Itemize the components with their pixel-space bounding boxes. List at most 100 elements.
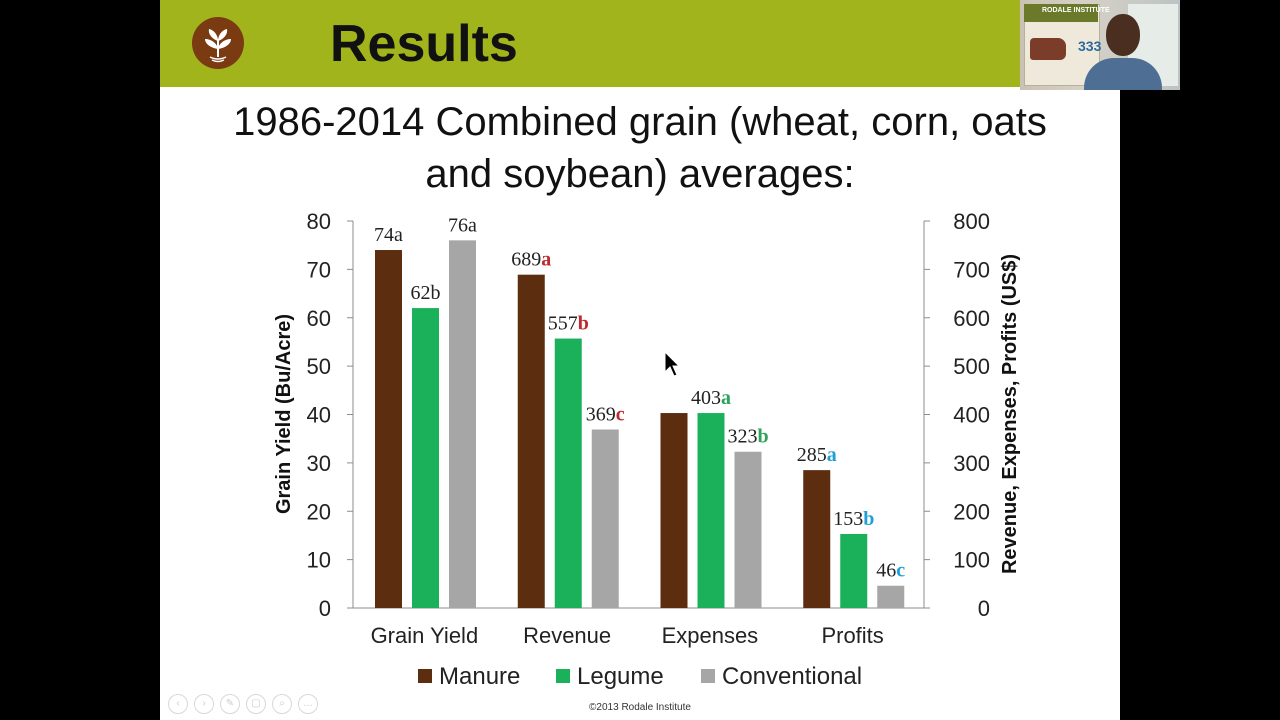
left-tick-label: 0	[319, 596, 331, 621]
significance-letter: b	[431, 282, 441, 304]
right-tick-label: 400	[953, 403, 990, 428]
slideshow-controls: ‹ › ✎ ▢ ⌕ …	[168, 694, 318, 714]
bar-legume	[554, 338, 582, 608]
subtitle-line-1: 1986-2014 Combined grain (wheat, corn, o…	[233, 100, 1047, 144]
presenter-body	[1084, 58, 1162, 90]
significance-letter: b	[578, 313, 589, 335]
bar-manure	[375, 250, 402, 608]
bar-value: 323	[727, 426, 757, 448]
left-tick-label: 30	[307, 451, 331, 476]
significance-letter: a	[827, 444, 837, 466]
bar-data-label: 403a	[691, 387, 731, 409]
bar-value: 285	[797, 444, 827, 466]
legend-swatch-legume	[556, 669, 570, 683]
bar-manure	[803, 470, 831, 608]
poster-number: 333	[1078, 38, 1102, 54]
previous-slide-icon[interactable]: ‹	[168, 694, 188, 714]
left-tick-label: 60	[307, 306, 331, 331]
slide-title: Results	[330, 15, 518, 73]
bar-conventional	[877, 585, 905, 608]
bar-conventional	[449, 240, 476, 608]
right-axis-title: Revenue, Expenses, Profits (US$)	[999, 254, 1021, 574]
bar-data-label: 557b	[548, 313, 589, 335]
sprout-icon	[205, 29, 231, 63]
us-map-graphic	[1030, 38, 1066, 60]
bar-legume	[840, 533, 868, 608]
category-label: Profits	[821, 623, 883, 648]
legend-label: Legume	[577, 663, 664, 690]
right-tick-label: 300	[953, 451, 990, 476]
bar-value: 153	[833, 508, 863, 530]
bar-legume	[412, 308, 439, 608]
bar-value: 369	[586, 403, 616, 425]
significance-letter: c	[896, 560, 905, 582]
right-tick-label: 600	[953, 306, 990, 331]
right-tick-label: 0	[978, 596, 990, 621]
bar-value: 557	[548, 313, 578, 335]
right-tick-label: 500	[953, 354, 990, 379]
category-label: Grain Yield	[371, 623, 479, 648]
significance-letter: b	[757, 426, 768, 448]
more-options-icon[interactable]: …	[298, 694, 318, 714]
left-axis-title: Grain Yield (Bu/Acre)	[273, 314, 295, 514]
poster-header	[1024, 4, 1098, 22]
bar-conventional	[591, 429, 619, 608]
pen-icon[interactable]: ✎	[220, 694, 240, 714]
subtitle-line-2: and soybean) averages:	[425, 152, 855, 196]
significance-letter: b	[863, 508, 874, 530]
bar-conventional	[734, 451, 762, 608]
presentation-slide: Results 1986-2014 Combined grain (wheat,…	[160, 0, 1120, 720]
bar-manure	[517, 274, 545, 608]
bar-value: 46	[876, 560, 896, 582]
bar-data-label: 689a	[511, 249, 551, 271]
bar-data-label: 76a	[448, 214, 477, 236]
grain-results-chart: 0102030405060708001002003004005006007008…	[273, 209, 1021, 690]
mouse-cursor-icon	[664, 350, 681, 377]
bar-value: 689	[511, 249, 541, 271]
bar-data-label: 74a	[374, 224, 403, 246]
bar-manure	[660, 413, 688, 608]
presenter-head	[1106, 14, 1140, 56]
bar-legume	[697, 413, 725, 608]
bar-value: 76	[448, 214, 468, 236]
legend-label: Manure	[439, 663, 520, 690]
category-label: Revenue	[523, 623, 611, 648]
right-tick-label: 100	[953, 548, 990, 573]
copyright-footer: ©2013 Rodale Institute	[589, 702, 691, 713]
left-tick-label: 40	[307, 403, 331, 428]
legend-swatch-manure	[418, 669, 432, 683]
rodale-logo	[192, 17, 244, 69]
bar-data-label: 153b	[833, 508, 874, 530]
category-label: Expenses	[662, 623, 759, 648]
left-tick-label: 20	[307, 499, 331, 524]
right-tick-label: 800	[953, 209, 990, 234]
left-tick-label: 50	[307, 354, 331, 379]
webcam-overlay: RODALE INSTITUTE 333	[1020, 0, 1180, 90]
bar-value: 74	[374, 224, 394, 246]
next-slide-icon[interactable]: ›	[194, 694, 214, 714]
significance-letter: a	[468, 214, 477, 236]
bar-value: 403	[691, 387, 721, 409]
slide-subtitle: 1986-2014 Combined grain (wheat, corn, o…	[160, 96, 1120, 200]
legend-label: Conventional	[722, 663, 862, 690]
left-tick-label: 10	[307, 548, 331, 573]
significance-letter: c	[616, 403, 625, 425]
bar-value: 62	[411, 282, 431, 304]
poster-brand-text: RODALE INSTITUTE	[1042, 7, 1110, 14]
legend-swatch-conventional	[701, 669, 715, 683]
slides-icon[interactable]: ▢	[246, 694, 266, 714]
left-tick-label: 80	[307, 209, 331, 234]
significance-letter: a	[394, 224, 403, 246]
left-tick-label: 70	[307, 257, 331, 282]
significance-letter: a	[541, 249, 551, 271]
significance-letter: a	[721, 387, 731, 409]
bar-data-label: 62b	[411, 282, 441, 304]
bar-data-label: 323b	[727, 426, 768, 448]
bar-data-label: 369c	[586, 403, 625, 425]
bar-data-label: 285a	[797, 444, 837, 466]
title-banner	[160, 0, 1120, 87]
zoom-icon[interactable]: ⌕	[272, 694, 292, 714]
right-tick-label: 200	[953, 499, 990, 524]
bar-data-label: 46c	[876, 560, 905, 582]
right-tick-label: 700	[953, 257, 990, 282]
